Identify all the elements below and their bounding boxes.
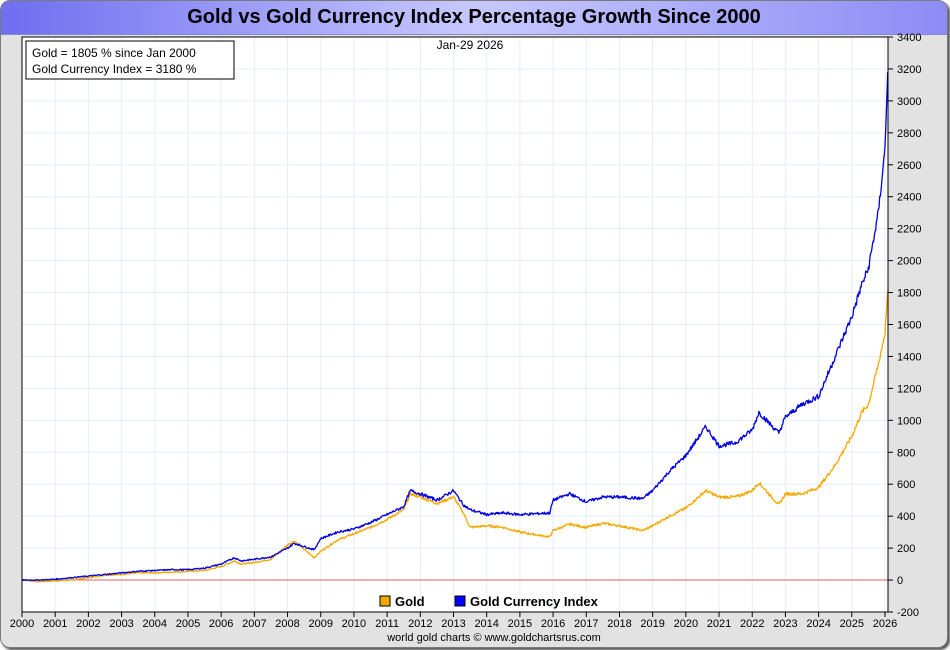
x-axis: 2000 2001 2002 2003 2004 2005 2006 2007 2008 2009… bbox=[10, 612, 897, 630]
y-tick-label: -200 bbox=[897, 607, 919, 619]
x-tick-label: 2001 bbox=[43, 618, 67, 630]
y-tick-label: 2200 bbox=[897, 224, 921, 236]
y-tick-label: 2800 bbox=[897, 128, 921, 140]
x-tick-label: 2012 bbox=[408, 618, 432, 630]
y-tick-label: 2000 bbox=[897, 256, 921, 268]
x-tick-label: 2005 bbox=[176, 618, 200, 630]
x-tick-label: 2008 bbox=[275, 618, 299, 630]
x-tick-label: 2024 bbox=[806, 618, 830, 630]
x-tick-label: 2019 bbox=[640, 618, 664, 630]
y-tick-label: 400 bbox=[897, 511, 915, 523]
series-lines bbox=[21, 72, 889, 583]
y-tick-label: 1600 bbox=[897, 320, 921, 332]
x-tick-label: 2018 bbox=[607, 618, 631, 630]
y-tick-label: 3000 bbox=[897, 96, 921, 108]
series-gold-line bbox=[22, 291, 889, 583]
x-tick-label: 2004 bbox=[143, 618, 167, 630]
legend-index-swatch bbox=[454, 595, 466, 607]
y-tick-label: 3200 bbox=[897, 64, 921, 76]
info-gold-text: Gold = 1805 % since Jan 2000 bbox=[32, 46, 196, 60]
x-tick-label: 2003 bbox=[109, 618, 133, 630]
date-label: Jan-29 2026 bbox=[437, 38, 504, 52]
y-tick-label: 2600 bbox=[897, 160, 921, 172]
info-index-text: Gold Currency Index = 3180 % bbox=[32, 62, 197, 76]
x-tick-label: 2007 bbox=[242, 618, 266, 630]
y-tick-label: 2400 bbox=[897, 192, 921, 204]
y-tick-label: 0 bbox=[897, 575, 903, 587]
x-tick-label: 2023 bbox=[773, 618, 797, 630]
legend-index-label: Gold Currency Index bbox=[470, 594, 599, 609]
y-tick-label: 1000 bbox=[897, 415, 921, 427]
x-tick-label: 2017 bbox=[574, 618, 598, 630]
y-tick-label: 800 bbox=[897, 447, 915, 459]
series-gold-currency-index-line bbox=[21, 72, 889, 582]
chart-title: Gold vs Gold Currency Index Percentage G… bbox=[187, 6, 761, 28]
x-tick-label: 2006 bbox=[209, 618, 233, 630]
info-box-border bbox=[25, 40, 235, 80]
x-tick-label: 2010 bbox=[342, 618, 366, 630]
info-box: Gold = 1805 % since Jan 2000 Gold Curren… bbox=[25, 40, 235, 80]
footer-credit: world gold charts © www.goldchartsrus.co… bbox=[386, 632, 601, 644]
y-tick-label: 1400 bbox=[897, 351, 921, 363]
x-tick-label: 2026 bbox=[873, 618, 897, 630]
x-tick-label: 2014 bbox=[474, 618, 498, 630]
x-tick-label: 2022 bbox=[740, 618, 764, 630]
x-tick-label: 2000 bbox=[10, 618, 34, 630]
y-tick-label: 1800 bbox=[897, 288, 921, 300]
x-tick-label: 2025 bbox=[840, 618, 864, 630]
x-tick-label: 2013 bbox=[441, 618, 465, 630]
x-tick-label: 2016 bbox=[541, 618, 565, 630]
y-tick-label: 1200 bbox=[897, 383, 921, 395]
x-tick-label: 2011 bbox=[375, 618, 399, 630]
legend-gold-swatch bbox=[379, 595, 391, 607]
x-tick-label: 2015 bbox=[508, 618, 532, 630]
title-bar bbox=[1, 1, 947, 35]
x-tick-label: 2002 bbox=[76, 618, 100, 630]
x-tick-label: 2009 bbox=[308, 618, 332, 630]
x-tick-label: 2020 bbox=[674, 618, 698, 630]
x-tick-label: 2021 bbox=[707, 618, 731, 630]
y-tick-label: 3400 bbox=[897, 32, 921, 44]
legend-gold-label: Gold bbox=[395, 594, 425, 609]
legend: Gold Gold Currency Index bbox=[379, 594, 599, 609]
y-axis: 3400320030002800260024002200200018001600… bbox=[888, 32, 921, 619]
y-tick-label: 200 bbox=[897, 543, 915, 555]
y-tick-label: 600 bbox=[897, 479, 915, 491]
